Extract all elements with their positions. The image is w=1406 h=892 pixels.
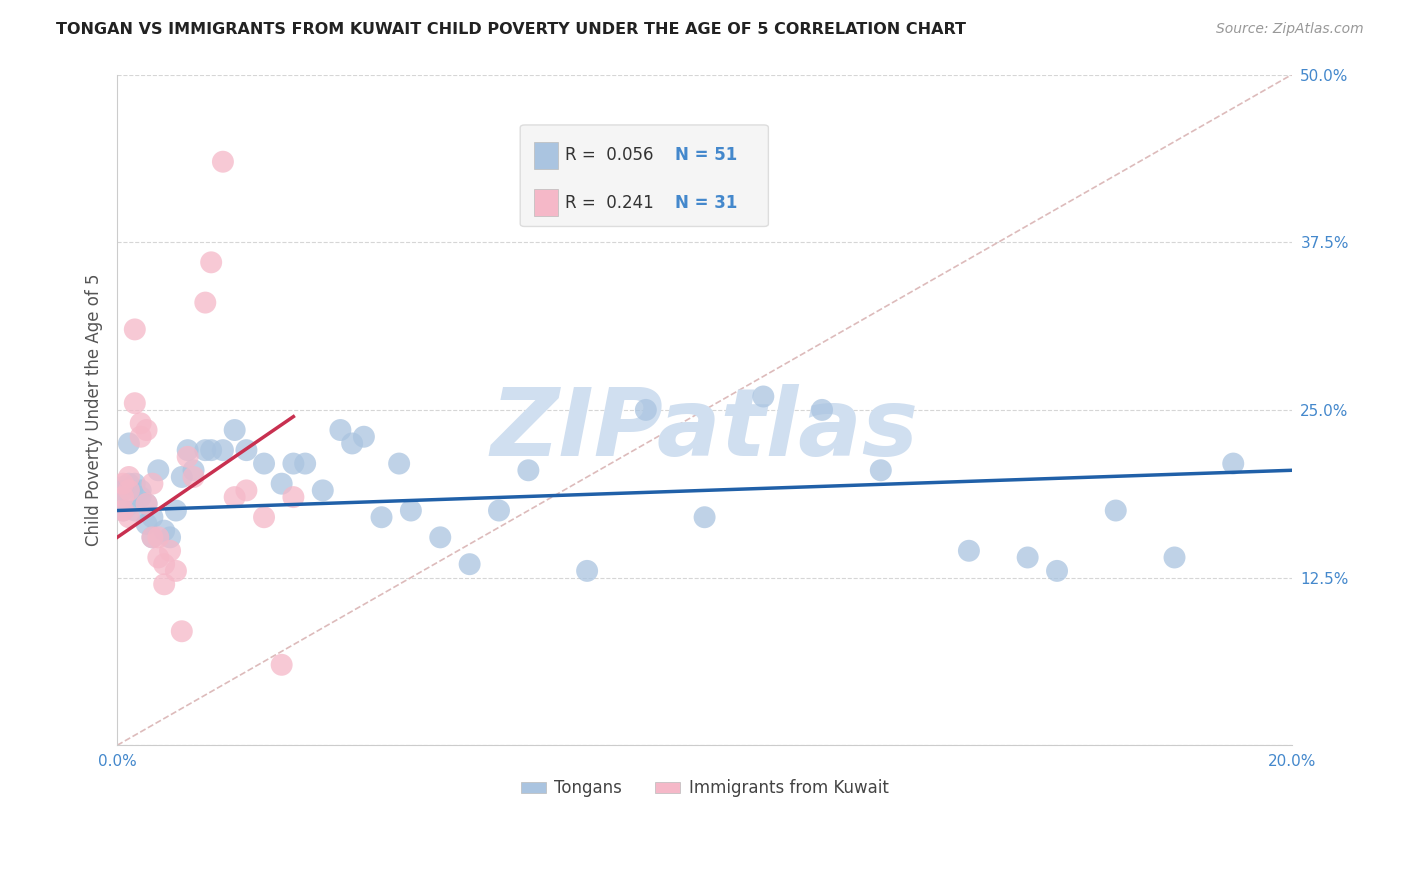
Point bbox=[183, 463, 205, 477]
Point bbox=[112, 476, 135, 491]
Point bbox=[112, 483, 135, 498]
Point bbox=[183, 470, 205, 484]
Point bbox=[200, 443, 222, 458]
Point bbox=[141, 476, 163, 491]
Point bbox=[153, 557, 176, 571]
Point bbox=[112, 490, 135, 504]
Point bbox=[312, 483, 335, 498]
Y-axis label: Child Poverty Under the Age of 5: Child Poverty Under the Age of 5 bbox=[86, 274, 103, 546]
Point bbox=[118, 470, 141, 484]
Point bbox=[224, 490, 246, 504]
Point bbox=[118, 476, 141, 491]
Point bbox=[194, 443, 217, 458]
Text: TONGAN VS IMMIGRANTS FROM KUWAIT CHILD POVERTY UNDER THE AGE OF 5 CORRELATION CH: TONGAN VS IMMIGRANTS FROM KUWAIT CHILD P… bbox=[56, 22, 966, 37]
Point bbox=[429, 530, 451, 544]
Point bbox=[129, 483, 152, 498]
Text: Source: ZipAtlas.com: Source: ZipAtlas.com bbox=[1216, 22, 1364, 37]
Point bbox=[752, 389, 775, 403]
Point bbox=[135, 423, 157, 437]
Point bbox=[112, 490, 135, 504]
Point bbox=[1017, 550, 1039, 565]
Point bbox=[869, 463, 891, 477]
Point bbox=[148, 550, 170, 565]
Text: ZIPatlas: ZIPatlas bbox=[491, 384, 918, 476]
Point bbox=[957, 543, 980, 558]
Point bbox=[159, 543, 181, 558]
Point bbox=[112, 503, 135, 517]
Text: N = 51: N = 51 bbox=[675, 145, 738, 163]
Point bbox=[270, 657, 292, 672]
Text: R =  0.056: R = 0.056 bbox=[565, 145, 654, 163]
Point bbox=[148, 530, 170, 544]
Point bbox=[135, 497, 157, 511]
Point bbox=[153, 577, 176, 591]
Point bbox=[118, 510, 141, 524]
Point bbox=[235, 483, 257, 498]
Text: R =  0.241: R = 0.241 bbox=[565, 194, 654, 211]
Point bbox=[811, 403, 834, 417]
Point bbox=[488, 503, 510, 517]
Point bbox=[576, 564, 599, 578]
Point bbox=[634, 403, 657, 417]
Point bbox=[170, 624, 193, 639]
Point bbox=[118, 436, 141, 450]
Point bbox=[693, 510, 716, 524]
Legend: Tongans, Immigrants from Kuwait: Tongans, Immigrants from Kuwait bbox=[515, 772, 896, 804]
Point bbox=[212, 154, 235, 169]
Point bbox=[388, 457, 411, 471]
Point bbox=[124, 476, 146, 491]
Point bbox=[283, 490, 305, 504]
Point bbox=[148, 463, 170, 477]
Point bbox=[170, 470, 193, 484]
Point bbox=[176, 450, 198, 464]
Point bbox=[458, 557, 481, 571]
Point bbox=[253, 510, 276, 524]
Point bbox=[329, 423, 352, 437]
Point bbox=[253, 457, 276, 471]
Point bbox=[124, 396, 146, 410]
Point bbox=[294, 457, 316, 471]
Point bbox=[200, 255, 222, 269]
Point bbox=[1163, 550, 1185, 565]
Point bbox=[112, 503, 135, 517]
Point bbox=[1046, 564, 1069, 578]
Point bbox=[235, 443, 257, 458]
Point bbox=[153, 524, 176, 538]
Point bbox=[370, 510, 392, 524]
Point bbox=[141, 510, 163, 524]
Point bbox=[194, 295, 217, 310]
Point bbox=[141, 530, 163, 544]
Point bbox=[176, 443, 198, 458]
Point bbox=[135, 497, 157, 511]
Point bbox=[165, 564, 187, 578]
Point bbox=[283, 457, 305, 471]
Point bbox=[118, 483, 141, 498]
Point bbox=[129, 430, 152, 444]
Point bbox=[135, 516, 157, 531]
Point bbox=[340, 436, 363, 450]
Point bbox=[270, 476, 292, 491]
Point bbox=[165, 503, 187, 517]
Point bbox=[517, 463, 540, 477]
Point bbox=[159, 530, 181, 544]
Point bbox=[129, 417, 152, 431]
Point bbox=[141, 530, 163, 544]
Point bbox=[399, 503, 422, 517]
Point bbox=[124, 322, 146, 336]
Point bbox=[224, 423, 246, 437]
Point bbox=[212, 443, 235, 458]
Text: N = 31: N = 31 bbox=[675, 194, 738, 211]
Point bbox=[353, 430, 375, 444]
Point bbox=[1222, 457, 1244, 471]
Point bbox=[129, 490, 152, 504]
Point bbox=[124, 503, 146, 517]
Point bbox=[1105, 503, 1128, 517]
